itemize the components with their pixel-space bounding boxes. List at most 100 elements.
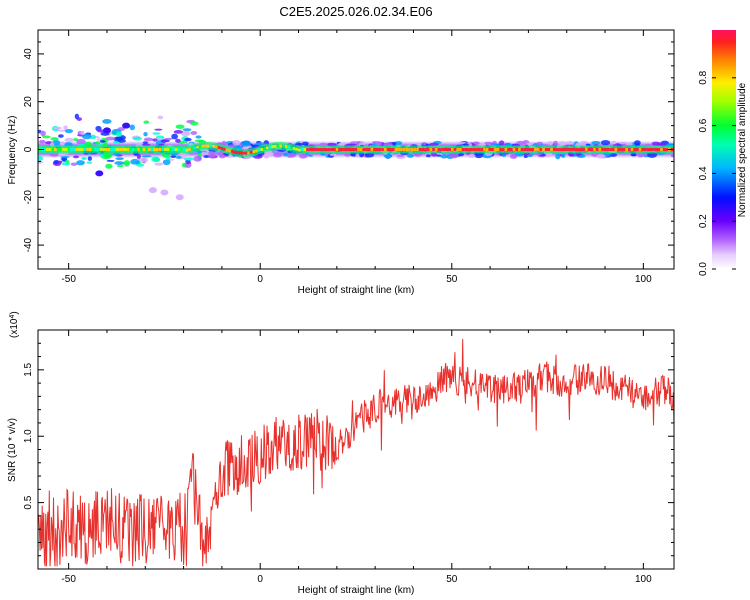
spectrogram-ridge-cell bbox=[660, 148, 663, 151]
spectrogram-ridge-edge bbox=[274, 142, 277, 145]
spectrogram-ridge-edge bbox=[421, 151, 425, 154]
spectrogram-ridge-edge bbox=[394, 151, 398, 154]
spectrogram-cell bbox=[136, 153, 141, 160]
spectrogram-cell bbox=[392, 141, 397, 146]
spectrogram-cell bbox=[406, 154, 414, 158]
spectrogram-ridge-edge bbox=[536, 151, 540, 154]
spectrogram-ridge-edge bbox=[638, 145, 642, 148]
spectrogram-ridge-edge bbox=[383, 145, 387, 148]
spectrogram-ridge-cell bbox=[442, 148, 446, 151]
spectrogram-cell bbox=[396, 154, 405, 157]
spectrogram-ridge-edge bbox=[182, 151, 186, 154]
colorbar-tick-label: 0.6 bbox=[698, 118, 709, 132]
spectrogram-ridge-edge bbox=[601, 145, 604, 148]
spectrogram-ridge-cell bbox=[164, 148, 167, 151]
spectrogram-cell bbox=[273, 152, 283, 158]
spectrogram-ridge-edge bbox=[188, 145, 191, 148]
spectrogram-cell bbox=[585, 143, 591, 146]
spectrogram-cell bbox=[123, 160, 131, 167]
snr-ticks: -50 0 50 100 0.5 1.0 1.5 bbox=[23, 330, 674, 585]
spectrogram-ridge-edge bbox=[453, 145, 457, 148]
spectrogram-ridge-edge bbox=[142, 151, 146, 154]
spectrogram-cell bbox=[154, 162, 164, 166]
spectrogram-ridge-cell bbox=[491, 148, 494, 151]
spectrogram-cell bbox=[175, 124, 185, 129]
spectrogram-ridge-edge bbox=[156, 145, 159, 148]
spectrogram-cell bbox=[436, 154, 442, 157]
spectrogram-ridge-edge bbox=[298, 146, 301, 149]
spectrogram-ridge-edge bbox=[400, 145, 403, 148]
spectrogram-ridge-edge bbox=[467, 151, 470, 154]
spectrogram-ridge-cell bbox=[292, 146, 296, 150]
spectrogram-ridge-cell bbox=[54, 148, 57, 151]
spectrogram-ridge-cell bbox=[115, 148, 119, 151]
spectrogram-ridge-edge bbox=[129, 151, 132, 154]
spectrogram-ridge-edge bbox=[518, 145, 521, 148]
spectrogram-ridge-edge bbox=[649, 145, 653, 148]
spectrogram-ridge-edge bbox=[598, 151, 602, 154]
spectrogram-ridge-edge bbox=[333, 145, 336, 148]
spectrogram-ridge-cell bbox=[333, 148, 336, 151]
spectrogram-ridge-cell bbox=[322, 148, 325, 151]
spectrogram-cell bbox=[164, 137, 173, 141]
spectrogram-cell bbox=[526, 142, 534, 145]
spectrogram-ridge-edge bbox=[338, 145, 341, 148]
spectrogram-ridge-edge bbox=[62, 151, 65, 154]
spectrogram-ridge-edge bbox=[558, 145, 561, 148]
spectrogram-cell bbox=[53, 126, 62, 130]
spectrogram-cell bbox=[166, 156, 171, 161]
spectrogram-ridge-edge bbox=[215, 148, 218, 151]
spectrogram-ridge-edge bbox=[394, 145, 398, 148]
snr-exponent-power: 4 bbox=[9, 315, 16, 319]
spectrogram-cell bbox=[81, 157, 87, 160]
spectrogram-ridge-edge bbox=[357, 151, 360, 154]
spectrogram-cell bbox=[114, 161, 125, 165]
spectrogram-ridge-edge bbox=[649, 151, 653, 154]
spectrogram-ridge-edge bbox=[228, 152, 232, 155]
spectrogram-ridge-edge bbox=[48, 151, 52, 154]
spectrogram-ridge-edge bbox=[577, 145, 580, 148]
spectrogram-ridge-edge bbox=[75, 151, 79, 154]
spectrogram-ridge-edge bbox=[287, 148, 291, 151]
spectrogram-ridge-cell bbox=[247, 151, 250, 155]
snr-series-line bbox=[38, 338, 674, 567]
spectrogram-cell bbox=[180, 130, 191, 137]
spectrogram-ridge-edge bbox=[341, 145, 344, 148]
spectrogram-ridge-cell bbox=[381, 148, 384, 151]
spectrogram-ridge-edge bbox=[381, 151, 384, 154]
snr-panel: -50 0 50 100 0.5 1.0 1.5 Height of straight li… bbox=[7, 311, 675, 596]
spectrogram-cell bbox=[295, 143, 305, 146]
spectrogram-ridge-cell bbox=[295, 147, 299, 151]
spectrogram-ridge-cell bbox=[434, 148, 438, 151]
spectrogram-cell bbox=[630, 153, 637, 157]
spectrogram-ridge-edge bbox=[260, 145, 264, 148]
spectrogram-ridge-edge bbox=[231, 153, 234, 156]
spectrogram-ridge-edge bbox=[370, 151, 374, 154]
spectrogram-ridge-cell bbox=[324, 148, 328, 151]
spectrogram-ridge-edge bbox=[426, 151, 430, 154]
spectrogram-ridge-cell bbox=[75, 148, 79, 151]
spectrogram-ridge-edge bbox=[442, 145, 446, 148]
spectrogram-ridge-edge bbox=[544, 151, 548, 154]
spectrogram-y-tick-label: -40 bbox=[23, 237, 34, 252]
spectrogram-ridge-edge bbox=[102, 145, 105, 148]
spectrogram-ridge-cell bbox=[201, 144, 205, 148]
spectrogram-cell bbox=[474, 152, 484, 159]
spectrogram-ridge-cell bbox=[373, 148, 376, 151]
spectrogram-ridge-edge bbox=[633, 151, 636, 154]
colorbar-ticks: 0.0 0.2 0.4 0.6 0.8 bbox=[698, 70, 736, 276]
spectrogram-ridge-cell bbox=[501, 148, 505, 151]
spectrogram-ridge-edge bbox=[386, 145, 390, 148]
spectrogram-cell bbox=[536, 141, 544, 146]
spectrogram-ridge-cell bbox=[410, 148, 414, 151]
spectrogram-cell bbox=[558, 141, 567, 145]
spectrogram-ridge-edge bbox=[324, 145, 328, 148]
spectrogram-ridge-edge bbox=[582, 145, 586, 148]
spectrogram-ridge-edge bbox=[504, 151, 508, 154]
spectrogram-ridge-edge bbox=[665, 145, 669, 148]
spectrogram-ridge-edge bbox=[252, 147, 256, 151]
spectrogram-ridge-edge bbox=[646, 145, 650, 148]
spectrogram-ridge-cell bbox=[252, 150, 256, 154]
spectrogram-ridge-edge bbox=[188, 150, 191, 154]
spectrogram-ridge-edge bbox=[622, 145, 626, 148]
